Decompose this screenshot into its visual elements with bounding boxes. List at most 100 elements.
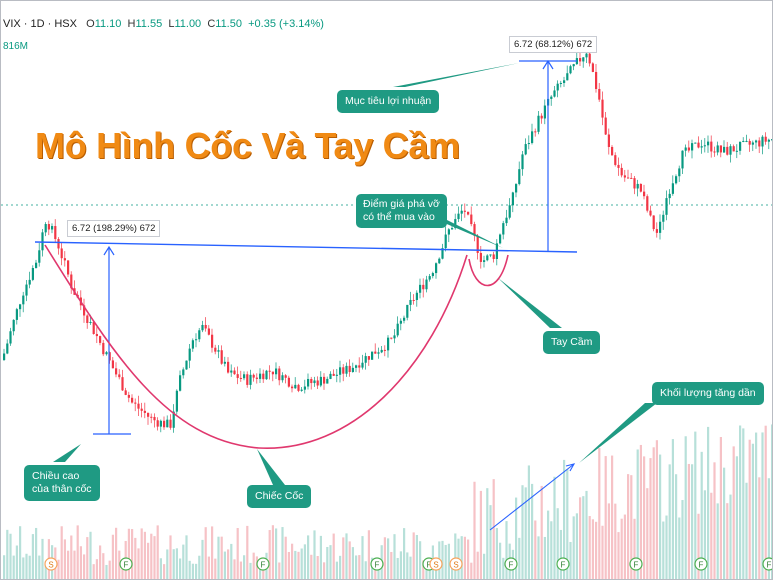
volume-bar [607,503,610,579]
volume-bar [620,518,623,579]
candle-body [31,267,34,280]
volume-bar [767,478,770,579]
candle-body [454,219,457,229]
candle-body [383,349,386,351]
candle-body [134,402,137,404]
candle-body [630,177,633,179]
volume-bar [156,525,159,579]
candle-body [396,323,399,336]
candle-body [172,411,175,428]
volume-bar [108,560,111,579]
split-marker[interactable]: S [429,557,443,571]
candle-body [639,183,642,192]
volume-bar [255,556,258,579]
cup-height-callout: Chiều cao của thân cốc [24,465,100,502]
volume-bar [572,516,575,579]
financial-marker[interactable]: F [629,557,643,571]
candle-body [329,373,332,379]
volume-bar [239,561,242,579]
volume-bar [540,485,543,579]
candle-body [441,248,444,259]
volume-bar [143,531,146,579]
split-marker[interactable]: S [44,557,58,571]
candle-body [755,140,758,143]
financial-marker[interactable]: F [556,557,570,571]
volume-bar [515,497,518,579]
candle-body [659,221,662,233]
financial-marker[interactable]: F [762,557,772,571]
candle-body [179,375,182,391]
volume-bar [307,535,310,579]
volume-bar [646,488,649,579]
financial-marker[interactable]: F [256,557,270,571]
candle-body [239,377,242,379]
volume-bar [550,521,553,579]
candle-body [127,394,130,398]
target-measure[interactable] [519,59,577,251]
candle-body [198,330,201,340]
cup-height-measure[interactable] [93,245,131,435]
volume-bar [662,521,665,579]
volume-bar [486,488,489,579]
volume-bar [537,536,540,579]
candle-body [163,420,166,428]
volume-bar [230,543,233,579]
volume-bar [422,560,425,579]
volume-bar [361,536,364,579]
candle-body [124,390,127,395]
candle-body [67,260,70,275]
close-label: C [207,18,216,30]
volume-bar [147,542,150,579]
volume-bar [707,426,710,579]
volume-bar [703,490,706,579]
candle-body [691,143,694,151]
volume-bar [211,526,214,579]
symbol-label[interactable]: VIX · 1D · HSX [3,18,77,30]
volume-bar [623,514,626,579]
volume-bar [367,530,370,579]
volume-bar [233,559,236,579]
volume-bar [614,503,617,579]
split-marker[interactable]: S [449,557,463,571]
volume-bar [527,465,530,579]
financial-marker[interactable]: F [694,557,708,571]
financial-marker[interactable]: F [370,557,384,571]
candle-body [83,305,86,316]
candle-body [51,226,54,230]
cup-callout: Chiếc Cốc [247,485,312,509]
candle-body [719,145,722,153]
volume-bar [243,555,246,579]
candle-body [188,348,191,361]
candle-body [604,117,607,135]
volume-bar [339,555,342,579]
volume-bar [313,530,316,579]
candle-body [35,262,38,268]
volume-bar [175,548,178,579]
candle-body [643,191,646,197]
volume-bar [444,544,447,579]
candle-body [655,229,658,233]
volume-bar [675,474,678,579]
candle-body [191,340,194,349]
marker-letter: F [124,561,129,570]
marker-circle [119,557,133,571]
candle-body [537,115,540,132]
volume-bar [582,496,585,579]
marker-letter: S [453,561,458,570]
volume-bar [655,440,658,579]
volume-bar [275,528,278,579]
volume-bar [553,476,556,579]
volume-bar [393,534,396,579]
candle-body [233,370,236,375]
volume-bar [476,551,479,579]
candle-body [595,71,598,89]
resistance-line[interactable] [34,241,578,253]
volume-bar [326,546,329,579]
candle-body [262,373,265,380]
volume-bar [406,552,409,579]
volume-bar [409,556,412,579]
financial-marker[interactable]: F [504,557,518,571]
financial-marker[interactable]: F [119,557,133,571]
